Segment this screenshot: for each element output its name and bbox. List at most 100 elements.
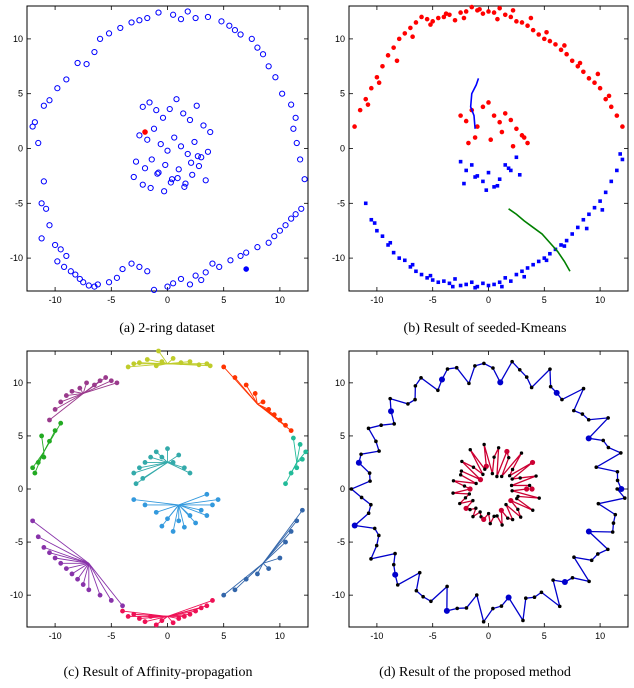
data-point	[202, 269, 209, 276]
data-point	[297, 156, 304, 163]
cluster2-point	[609, 179, 614, 184]
outer-node	[369, 557, 373, 561]
outer-node	[570, 575, 575, 580]
affinity-edge	[262, 557, 281, 564]
data-point	[164, 147, 171, 154]
inner-node	[467, 492, 472, 496]
inner-node	[467, 486, 473, 492]
outer-node	[601, 438, 606, 443]
cluster1-point	[430, 19, 436, 24]
cluster2-point	[618, 152, 622, 156]
outer-node	[445, 584, 449, 589]
affinity-edge	[66, 393, 84, 397]
outer-node	[454, 365, 459, 370]
cluster-point	[142, 460, 148, 465]
data-point	[202, 177, 209, 184]
inner-node	[534, 474, 538, 478]
data-point	[96, 35, 104, 42]
affinity-edge	[82, 377, 106, 394]
affinity-edge	[150, 456, 168, 463]
outer-node	[377, 449, 381, 453]
data-point	[194, 153, 201, 160]
cluster-point	[159, 359, 165, 365]
inner-node	[527, 483, 532, 488]
cluster2-point	[584, 226, 589, 231]
cluster-point	[125, 364, 131, 370]
inner-node	[488, 521, 492, 526]
x-tick-label: 0	[486, 631, 491, 641]
panel-a: -10 -5 0 5 10 10 5 0 -5 -10	[10, 5, 309, 305]
outer-node	[395, 583, 400, 587]
cluster2-point	[506, 166, 511, 171]
cluster1-point	[614, 113, 620, 118]
inner-node	[504, 448, 510, 455]
outer-node	[491, 606, 495, 611]
data-point	[147, 184, 154, 192]
data-point	[186, 116, 194, 124]
outer-node	[553, 389, 560, 396]
affinity-edge	[43, 546, 89, 564]
data-point	[292, 114, 299, 121]
data-point	[144, 268, 151, 275]
data-point	[265, 239, 272, 246]
outer-node	[606, 416, 610, 420]
outer-node	[474, 593, 479, 597]
cluster-point	[181, 524, 187, 530]
cluster2-point	[503, 163, 508, 167]
data-point	[60, 263, 68, 270]
inner-node	[486, 511, 491, 516]
data-point	[46, 222, 53, 229]
cluster2-point	[531, 262, 535, 267]
y-tick-label: -10	[10, 253, 23, 263]
cluster-point	[125, 613, 131, 619]
cluster1-point	[452, 17, 458, 23]
plot-frame	[348, 5, 629, 292]
data-point	[150, 125, 158, 132]
cluster-point	[103, 375, 109, 380]
y-tick-label: 10	[13, 34, 23, 44]
cluster-point	[210, 598, 215, 603]
cluster1-point	[402, 31, 408, 36]
data-point	[293, 139, 300, 147]
x-tick-label: 10	[275, 295, 285, 305]
data-point	[170, 280, 177, 287]
cluster2-point	[562, 244, 567, 248]
cluster1-point	[463, 9, 469, 14]
outer-node	[497, 379, 504, 386]
cluster-point	[35, 534, 41, 540]
cluster-point	[77, 385, 83, 391]
cluster-point	[153, 622, 159, 628]
cluster-point	[63, 393, 69, 398]
data-point	[63, 252, 70, 260]
affinity-edge	[83, 380, 112, 394]
cluster1-point	[508, 14, 514, 20]
affinity-edge	[66, 562, 89, 570]
data-point	[254, 44, 261, 51]
y-tick-label: -10	[10, 590, 23, 600]
data-point	[105, 279, 113, 286]
cluster-point	[131, 497, 137, 503]
cluster1-point	[441, 14, 447, 20]
cluster-point	[165, 446, 170, 452]
cluster2-point	[458, 283, 463, 288]
cluster1-point	[385, 53, 391, 58]
cluster2-point	[469, 163, 474, 167]
cluster-point	[283, 539, 288, 545]
inner-node	[509, 483, 514, 488]
caption-c: (c) Result of Affinity-propagation	[63, 665, 252, 680]
inner-node	[496, 446, 501, 450]
inner-node	[458, 501, 462, 506]
cluster-point	[294, 518, 300, 524]
outer-node	[388, 408, 395, 415]
cluster1-point	[586, 76, 592, 81]
cluster2-point	[481, 179, 485, 184]
data-point	[57, 246, 64, 253]
data-point	[290, 125, 297, 132]
y-tick-label: 10	[13, 378, 23, 388]
cluster2-point	[509, 168, 513, 173]
data-point	[237, 252, 244, 260]
cluster1-point	[394, 58, 400, 64]
cluster-point	[176, 518, 182, 524]
affinity-edge	[133, 462, 168, 474]
outer-node	[355, 459, 362, 466]
